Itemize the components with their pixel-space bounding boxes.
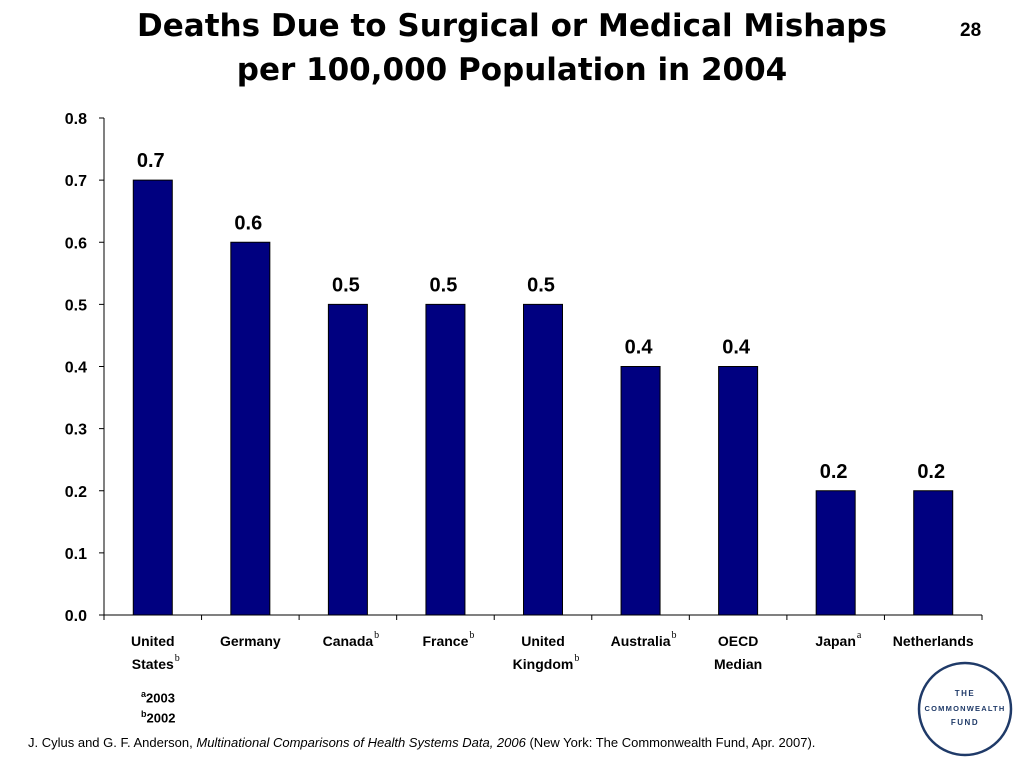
logo-text-fund: FUND (951, 718, 979, 727)
category-footnote-mark: b (175, 653, 180, 664)
category-label: France (422, 633, 468, 649)
category-label: United (131, 633, 175, 649)
title-line-1: Deaths Due to Surgical or Medical Mishap… (137, 8, 887, 44)
data-label: 0.7 (137, 150, 165, 172)
data-label: 0.4 (722, 337, 751, 359)
source-title: Multinational Comparisons of Health Syst… (196, 735, 526, 750)
y-tick-label: 0.6 (65, 235, 87, 252)
y-tick-label: 0.7 (65, 173, 87, 190)
category-label: United (521, 633, 565, 649)
page-number: 28 (960, 20, 982, 41)
bar (327, 303, 368, 616)
y-tick-label: 0.0 (65, 608, 87, 625)
data-label: 0.2 (917, 461, 945, 483)
y-tick-label: 0.2 (65, 484, 87, 501)
category-label: Australia (611, 633, 671, 649)
data-label: 0.4 (625, 337, 654, 359)
category-label: States (132, 656, 174, 672)
category-label: OECD (718, 633, 758, 649)
logo-text-commonwealth: COMMONWEALTH (925, 704, 1006, 713)
bar (913, 490, 954, 616)
logo-text-the: THE (955, 689, 976, 698)
bar (523, 303, 563, 616)
category-footnote-mark: b (374, 630, 379, 641)
category-label: Kingdom (513, 656, 574, 672)
y-tick-label: 0.4 (65, 360, 87, 377)
category-label: Median (714, 656, 762, 672)
bar (132, 179, 173, 616)
bar (815, 490, 856, 616)
data-label: 0.5 (332, 274, 360, 296)
y-tick-label: 0.8 (65, 111, 87, 128)
data-label: 0.6 (234, 212, 262, 234)
bar (230, 241, 271, 616)
category-label: Germany (220, 633, 281, 649)
title-line-2: per 100,000 Population in 2004 (236, 52, 788, 88)
logo-ring (917, 661, 1013, 757)
data-label: 0.5 (430, 274, 458, 296)
y-tick-label: 0.5 (65, 297, 87, 314)
data-label: 0.2 (820, 461, 848, 483)
y-tick-label: 0.3 (65, 422, 87, 439)
source-citation: J. Cylus and G. F. Anderson, Multination… (28, 735, 815, 750)
category-label: Japan (815, 633, 855, 649)
y-tick-label: 0.1 (65, 546, 87, 563)
chart-title: Deaths Due to Surgical or Medical Mishap… (60, 4, 964, 92)
category-footnote-mark: b (672, 630, 677, 641)
category-label: Canada (323, 633, 374, 649)
commonwealth-fund-logo: THE COMMONWEALTH FUND (917, 661, 1013, 757)
category-footnote-mark: b (574, 653, 579, 664)
bar (718, 366, 759, 616)
footnote-b: b2002 (141, 709, 176, 726)
footnotes: a2003 b2002 (141, 686, 175, 727)
source-authors: J. Cylus and G. F. Anderson, (28, 735, 197, 750)
bar (425, 303, 466, 616)
category-footnote-mark: b (469, 630, 474, 641)
data-label: 0.5 (527, 274, 555, 296)
category-footnote-mark: a (857, 630, 862, 641)
source-publisher: (New York: The Commonwealth Fund, Apr. 2… (525, 735, 816, 750)
bar (620, 366, 661, 616)
category-label: Netherlands (893, 633, 974, 649)
footnote-a: a2003 (141, 689, 175, 706)
